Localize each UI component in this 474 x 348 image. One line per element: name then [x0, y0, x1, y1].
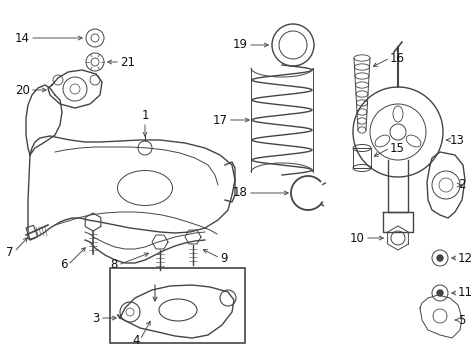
Text: 21: 21 [120, 55, 135, 69]
Text: 18: 18 [233, 187, 248, 199]
Text: 1: 1 [141, 109, 149, 122]
Bar [353, 148, 371, 168]
Text: 14: 14 [15, 32, 30, 45]
Text: 15: 15 [390, 142, 405, 155]
Bar [26, 225, 37, 239]
Text: 8: 8 [110, 259, 118, 271]
Text: 12: 12 [458, 252, 473, 264]
Text: 13: 13 [450, 134, 465, 147]
Text: 16: 16 [390, 52, 405, 64]
Text: 11: 11 [458, 286, 473, 300]
Text: 10: 10 [350, 231, 365, 245]
Text: 20: 20 [15, 84, 30, 96]
Text: 3: 3 [92, 311, 100, 324]
Text: 2: 2 [458, 179, 465, 191]
Text: 7: 7 [7, 245, 14, 259]
Text: 5: 5 [458, 314, 465, 326]
Bar [110, 268, 245, 343]
Circle shape [437, 255, 443, 261]
Text: 4: 4 [133, 333, 140, 347]
Text: 19: 19 [233, 39, 248, 52]
Text: 6: 6 [61, 259, 68, 271]
Circle shape [437, 290, 443, 296]
Text: 17: 17 [213, 113, 228, 127]
Text: 9: 9 [220, 252, 228, 264]
